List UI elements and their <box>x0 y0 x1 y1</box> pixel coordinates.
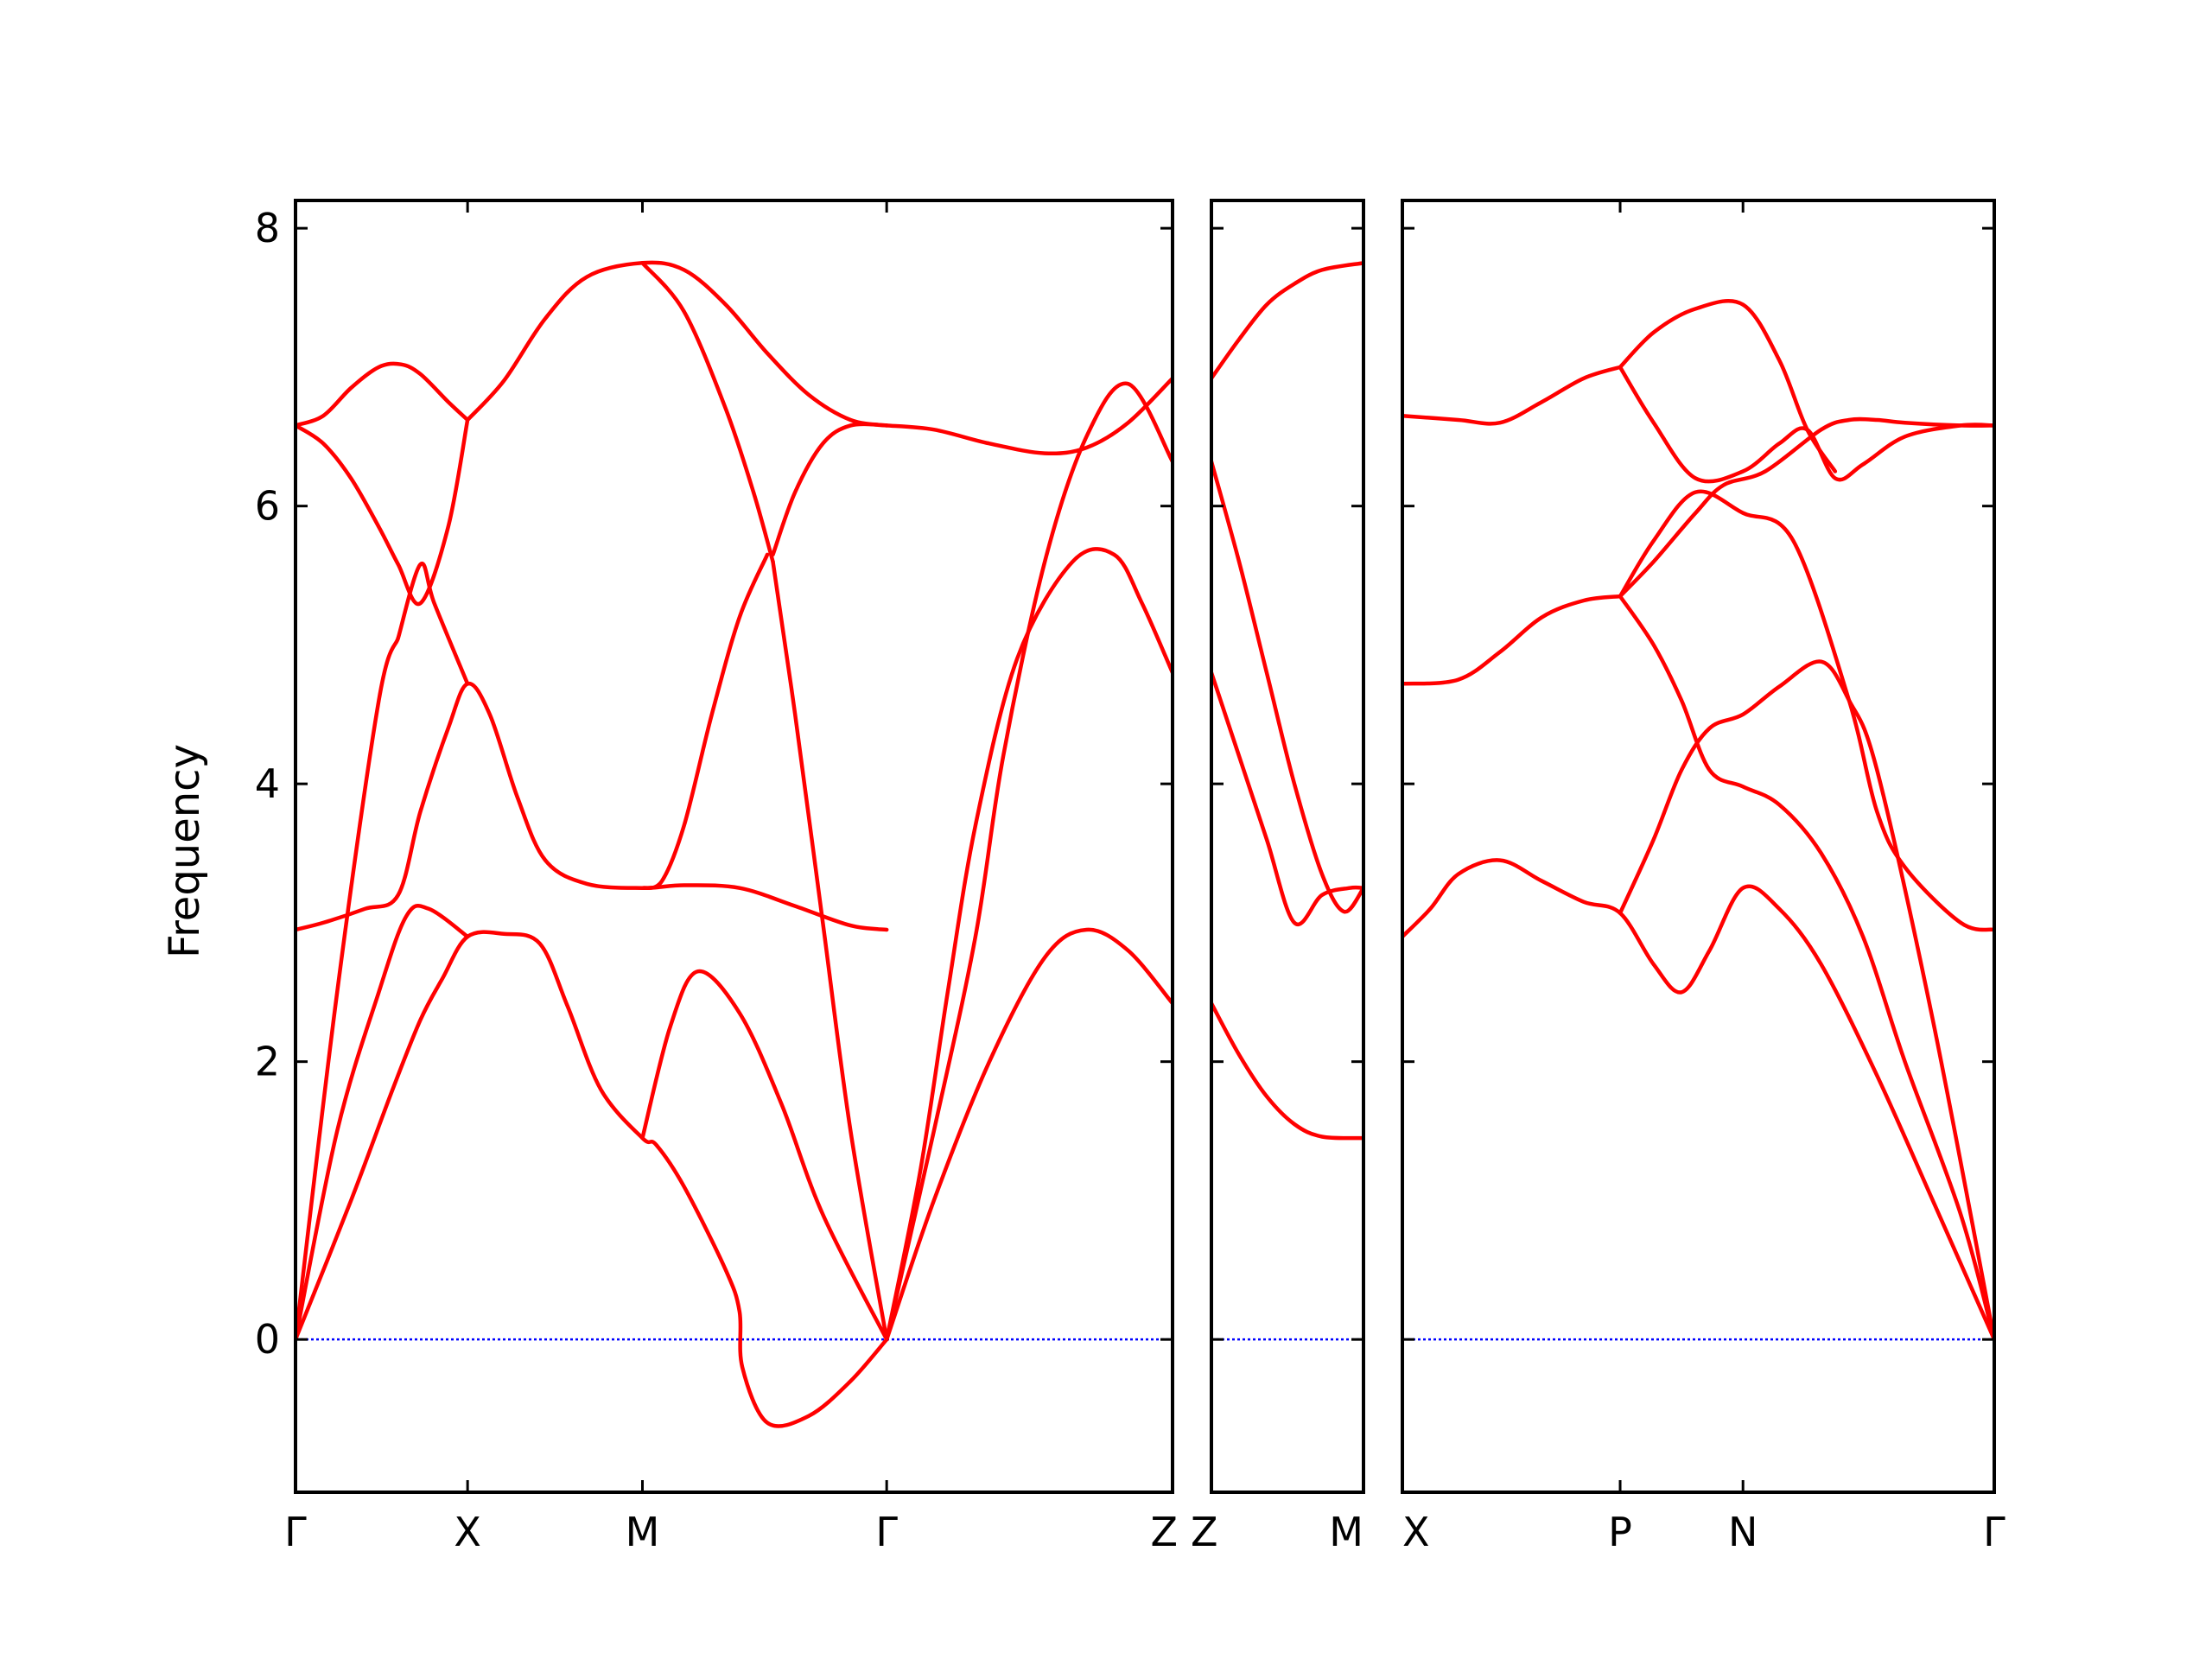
band-line <box>296 904 470 1342</box>
band-group <box>296 260 1173 1428</box>
band-line <box>771 422 889 557</box>
band-line <box>884 376 1173 456</box>
y-tick-label: 8 <box>255 205 280 251</box>
y-tick-label: 4 <box>255 760 280 807</box>
band-line <box>1211 671 1363 927</box>
x-tick-label: N <box>1728 1509 1758 1555</box>
x-tick-label: X <box>1402 1509 1430 1555</box>
band-line <box>296 681 889 932</box>
band-line <box>296 361 470 428</box>
x-tick-label: X <box>454 1509 481 1555</box>
band-line <box>1618 299 1838 474</box>
band-line <box>640 969 889 1342</box>
band-line <box>1402 858 1994 1342</box>
x-tick-label: Γ <box>875 1509 898 1555</box>
panel-1: 0 2 4 6 8 Γ X M Γ Z <box>255 199 1178 1555</box>
x-tick-label: Γ <box>284 1509 307 1555</box>
band-line <box>1618 594 1994 1342</box>
band-line <box>640 552 770 891</box>
band-line <box>884 547 1173 1342</box>
band-line <box>884 927 1173 1342</box>
axes-frame <box>294 199 1174 1494</box>
y-axis-label: Frequency <box>161 744 209 958</box>
band-group <box>1211 261 1363 1141</box>
y-tick-label: 2 <box>255 1039 280 1085</box>
x-tick-label: Z <box>1191 1509 1218 1555</box>
band-line <box>396 562 470 686</box>
band-line <box>1402 594 1623 686</box>
band-line <box>1618 659 1994 1342</box>
x-tick-label: Γ <box>1983 1509 2005 1555</box>
band-line <box>296 417 470 607</box>
band-line <box>884 381 1173 1342</box>
axes-frame <box>1401 199 1996 1494</box>
y-tick-label: 0 <box>255 1316 280 1363</box>
x-tick-label: P <box>1608 1509 1632 1555</box>
y-tick-label: 6 <box>255 483 280 530</box>
band-line <box>640 261 775 564</box>
band-line <box>465 260 889 428</box>
x-tick-label: M <box>626 1509 660 1555</box>
band-line <box>296 930 889 1428</box>
band-line <box>1211 459 1363 914</box>
band-line <box>1211 1001 1363 1141</box>
band-group <box>1402 299 1994 1342</box>
band-line <box>1211 261 1363 381</box>
axes-frame <box>1210 199 1365 1494</box>
band-line <box>1618 489 1994 932</box>
band-line <box>1618 416 1994 599</box>
band-line <box>771 559 889 1342</box>
x-tick-label: M <box>1329 1509 1363 1555</box>
band-line <box>296 636 401 1342</box>
x-tick-label: Z <box>1150 1509 1178 1555</box>
band-line <box>1402 365 1623 426</box>
